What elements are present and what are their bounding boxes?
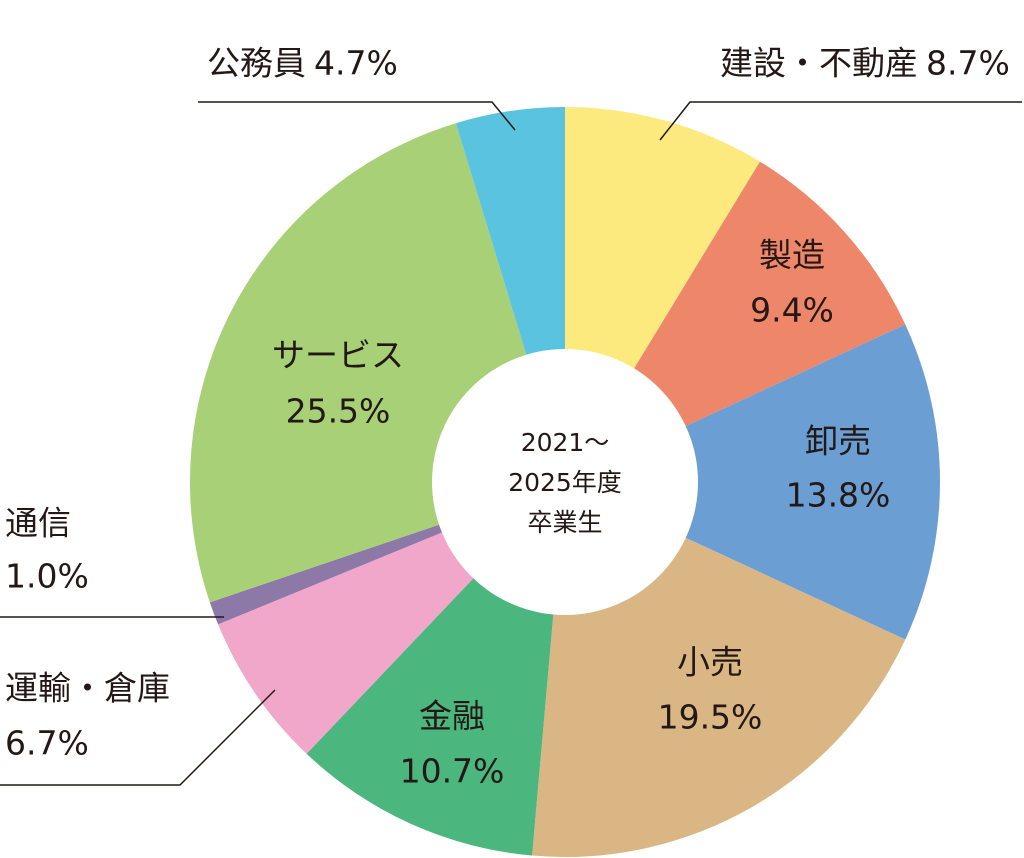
center-text: 卒業生 — [527, 508, 602, 537]
value-label: 19.5% — [658, 698, 763, 737]
category-label: 建設・不動産 — [720, 44, 918, 83]
slices — [190, 107, 940, 857]
category-label: 運輸・倉庫 — [5, 669, 170, 708]
slice — [565, 324, 940, 640]
center-text: 2025年度 — [508, 468, 622, 497]
value-label: 4.7% — [314, 44, 398, 83]
category-label: 製造 — [759, 236, 825, 275]
category-label: 通信 — [5, 504, 71, 543]
leader-line — [0, 689, 276, 786]
category-label: 卸売 — [805, 422, 871, 461]
value-label: 10.7% — [400, 752, 505, 791]
category-label: サービス — [272, 336, 404, 375]
value-label: 8.7% — [926, 44, 1010, 83]
leader-line — [198, 101, 516, 131]
category-label: 公務員 — [207, 44, 306, 83]
donut-hole — [432, 349, 698, 615]
value-label: 25.5% — [286, 392, 391, 431]
category-label: 金融 — [419, 697, 485, 736]
value-label: 1.0% — [5, 557, 89, 596]
center-text: 2021〜 — [521, 428, 610, 457]
category-label: 小売 — [677, 643, 743, 682]
value-label: 13.8% — [786, 476, 891, 515]
value-label: 9.4% — [750, 291, 834, 330]
value-label: 6.7% — [5, 724, 89, 763]
leader-line — [659, 101, 1022, 141]
